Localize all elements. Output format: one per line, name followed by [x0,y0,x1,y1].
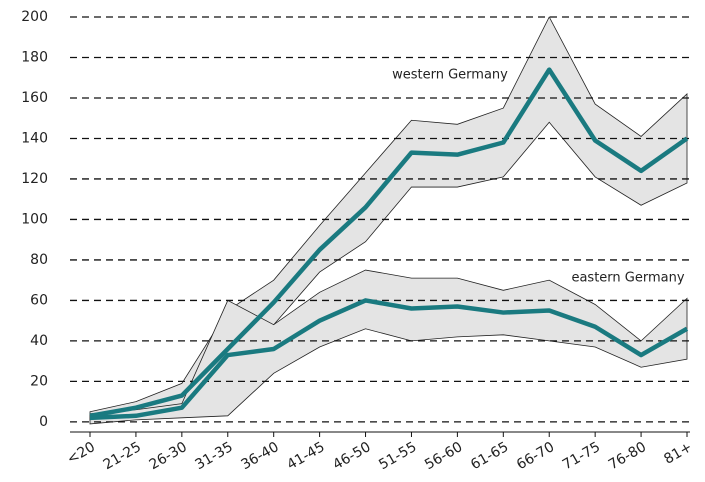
x-tick-label: 31-35 [193,439,236,473]
y-tick-label: 160 [21,90,48,106]
x-tick-label: 61-65 [468,439,511,473]
x-tick-label: 46-50 [330,439,373,473]
y-tick-label: 200 [21,9,48,25]
confidence-band [89,16,688,421]
y-tick-label: 180 [21,49,48,65]
x-tick-label: 21-25 [101,439,144,473]
x-tick-label: 71-75 [560,439,603,473]
y-tick-label: 120 [21,171,48,187]
x-tick-label: 26-30 [147,439,190,473]
x-tick-label: 36-40 [238,439,281,473]
series-label: eastern Germany [571,271,684,286]
y-tick-label: 20 [30,373,48,389]
grid [70,16,690,437]
x-tick-label: <20 [64,439,98,468]
x-tick-label: 76-80 [606,439,649,473]
x-tick-label: 51-55 [376,439,419,473]
y-tick-label: 140 [21,130,48,146]
lines [89,67,689,421]
confidence-band [89,269,688,425]
x-tick-label: 66-70 [514,439,557,473]
y-tick-label: 0 [39,414,48,430]
x-tick-label: 81+ [661,439,695,468]
y-tick-label: 40 [30,333,48,349]
x-tick-label: 41-45 [284,439,327,473]
y-tick-label: 60 [30,292,48,308]
bands [89,16,688,425]
series-line [89,298,689,421]
series-label: western Germany [392,68,508,83]
x-tick-label: 56-60 [422,439,465,473]
series-line [89,67,689,419]
y-tick-label: 80 [30,252,48,268]
y-tick-label: 100 [21,211,48,227]
